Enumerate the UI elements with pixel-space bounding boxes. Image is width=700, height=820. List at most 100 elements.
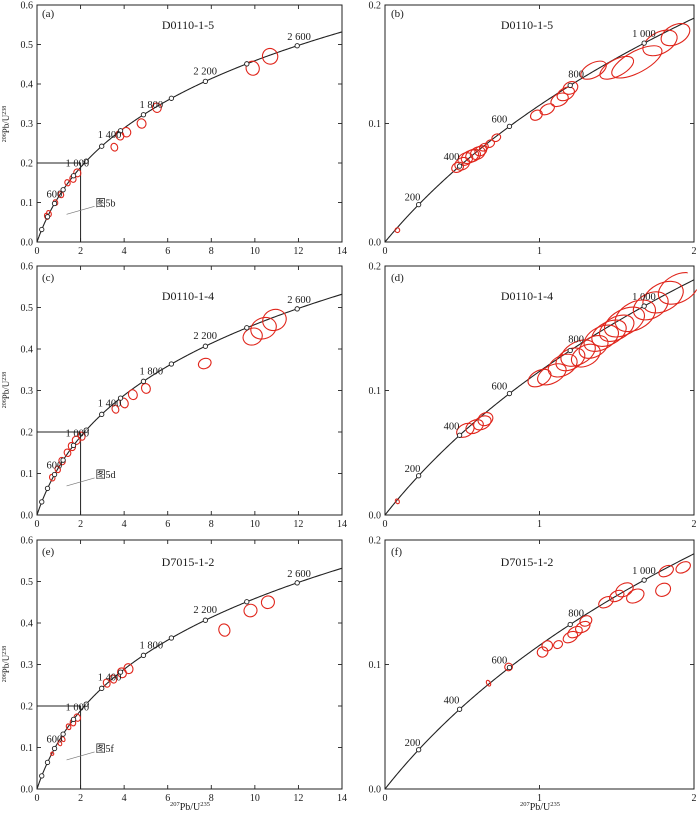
y-tick-label: 0.2 [21,428,34,439]
error-ellipse [485,679,492,687]
concordia-age-point [60,187,66,193]
x-axis-label-sup1: 207 [170,801,181,808]
concordia-age-point [244,325,250,331]
error-ellipse [123,663,134,675]
concordia-age-point [140,112,147,118]
y-axis-label-sup2: 238 [2,372,8,381]
y-tick-label: 0.2 [369,536,382,547]
concordia-age-label: 1 000 [66,702,90,713]
error-ellipse [127,389,138,401]
x-tick-label: 1 [537,519,542,530]
y-axis-label-sup2: 238 [2,106,8,115]
error-ellipse [655,582,672,597]
concordia-age-label: 600 [491,656,507,667]
panel-c: (c) D0110-1-4 0 2 4 6 8 10 12 14 0.0 0.1 0.2 0.3 0.4… [21,262,348,531]
concordia-age-point [70,173,77,179]
concordia-age-point [168,361,175,367]
error-ellipse [465,148,481,163]
y-tick-label: 0.1 [21,198,34,209]
error-ellipse [615,582,634,598]
x-tick-label: 0 [35,793,40,804]
y-axis-label-sup1: 206 [2,673,8,682]
concordia-age-point [117,128,124,134]
panel-d: (d) D0110-1-4 0 1 2 0.0 0.1 0.2 200 400 600 800 1 … [369,262,700,530]
concordia-age-label: 1 000 [632,566,656,577]
panel-a: (a) D0110-1-5 0 2 4 6 8 10 12 14 0.0 0.1 0.2 0.3 0.4… [21,1,348,258]
error-ellipse [555,347,586,372]
concordia-age-point [294,306,300,312]
error-ellipse [614,299,656,333]
error-ellipse [598,595,614,609]
y-tick-label: 0.2 [369,262,382,273]
concordia-age-label: 600 [47,735,63,746]
concordia-age-point [44,759,51,766]
error-ellipse [140,382,151,394]
y-tick-label: 0.0 [369,785,382,796]
x-tick-label: 10 [250,793,260,804]
concordia-age-label: 600 [47,189,63,200]
error-ellipse [599,55,635,80]
x-tick-label: 2 [78,519,83,530]
sample-title: D0110-1-5 [501,18,553,32]
concordia-age-point [506,123,513,130]
sample-title: D0110-1-4 [501,289,553,303]
error-ellipse [111,404,120,414]
y-axis-label-main: Pb/U [1,380,11,399]
error-ellipse [611,45,663,79]
y-tick-label: 0.2 [21,702,34,713]
concordia-age-label: 1 400 [98,672,122,683]
error-ellipse [553,640,564,650]
concordia-age-point [294,580,300,586]
concordia-age-point [39,773,45,779]
concordia-age-label: 2 200 [193,331,217,342]
x-tick-label: 6 [165,246,170,257]
concordia-age-label: 400 [444,695,460,706]
concordia-age-label: 1 000 [66,159,90,170]
y-tick-label: 0.0 [21,238,34,249]
panel-b: (b) D0110-1-5 0 1 2 0.0 0.1 0.2 200 400 600 800 1 … [369,1,697,258]
x-tick-label: 4 [122,246,127,257]
zoom-leader-line [66,751,95,761]
y-axis-label: 206Pb/U238 [1,106,11,143]
y-axis-label-sup1: 206 [2,399,8,408]
concordia-age-point [99,411,105,417]
concordia-age-label: 1 800 [139,640,163,651]
error-ellipse [57,740,63,747]
error-ellipse [469,146,486,161]
error-ellipse [57,190,65,199]
error-ellipse [110,142,119,152]
y-tick-label: 0.5 [21,40,34,51]
y-axis-label: 206Pb/U238 [1,372,11,409]
x-tick-label: 0 [383,246,388,257]
x-tick-label: 12 [293,519,303,530]
concordia-age-point [202,617,209,623]
panel-letter: (f) [391,546,402,558]
error-ellipse [260,595,275,610]
concordia-age-label: 800 [568,608,584,619]
error-ellipse [151,102,162,113]
concordia-age-point [506,390,513,397]
concordia-age-label: 600 [491,382,507,393]
y-tick-label: 0.0 [21,785,34,796]
sample-title: D7015-1-2 [162,555,215,569]
panel-letter: (d) [391,272,404,284]
concordia-age-label: 1 000 [66,428,90,439]
y-tick-label: 0.6 [21,536,34,547]
error-ellipse [474,145,488,157]
error-ellipse [242,327,263,346]
error-ellipse [660,22,691,47]
error-ellipse [658,564,674,578]
x-tick-label: 4 [122,519,127,530]
concordia-age-point [70,442,77,449]
error-ellipse [477,412,494,427]
y-tick-label: 0.5 [21,303,34,314]
zoom-leader-line [66,206,95,215]
x-tick-label: 1 [537,793,542,804]
y-tick-label: 0.3 [21,660,34,671]
concordia-age-point [83,158,89,164]
concordia-age-point [202,343,209,349]
concordia-age-label: 1 000 [632,29,656,40]
concordia-age-point [117,395,124,401]
plot-frame [384,4,695,243]
y-axis-label: 206Pb/U238 [1,646,11,683]
